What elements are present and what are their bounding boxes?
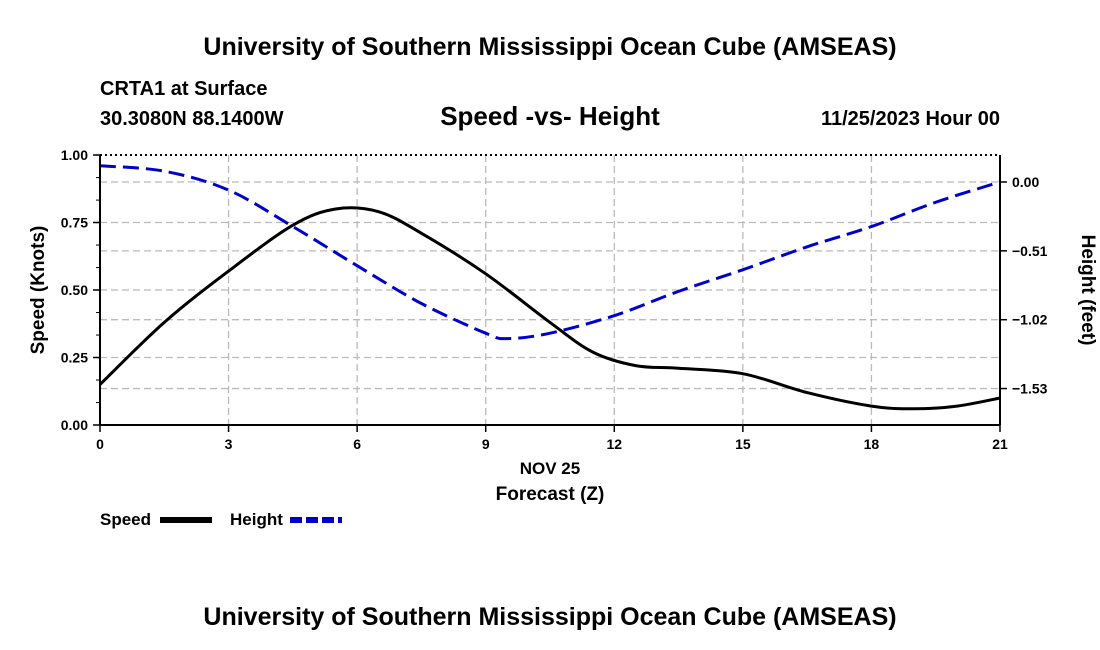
x-axis-date-label: NOV 25 bbox=[520, 459, 580, 478]
y-tick-label: 0.25 bbox=[61, 350, 88, 366]
series-lines bbox=[98, 164, 1001, 411]
y2-tick-label: −0.51 bbox=[1012, 243, 1048, 259]
page-title: University of Southern Mississippi Ocean… bbox=[203, 33, 896, 61]
datetime-label: 11/25/2023 Hour 00 bbox=[821, 108, 1000, 130]
x-tick-label: 9 bbox=[482, 436, 490, 452]
y2-tick-label: −1.02 bbox=[1012, 312, 1048, 328]
y-tick-label: 0.00 bbox=[61, 417, 88, 433]
chart-title: Speed -vs- Height bbox=[440, 101, 660, 131]
x-tick-label: 15 bbox=[735, 436, 751, 452]
legend-speed-label: Speed bbox=[100, 510, 151, 529]
y-axis-label: Speed (Knots) bbox=[28, 226, 49, 355]
y2-tick-label: 0.00 bbox=[1012, 174, 1039, 190]
x-tick-label: 3 bbox=[225, 436, 233, 452]
coordinates-label: 30.3080N 88.1400W bbox=[100, 108, 284, 130]
x-tick-label: 0 bbox=[96, 436, 104, 452]
speed-series-line bbox=[98, 206, 1001, 411]
y2-axis-label: Height (feet) bbox=[1077, 235, 1098, 346]
station-label: CRTA1 at Surface bbox=[100, 78, 267, 100]
grid-lines bbox=[100, 155, 1000, 425]
x-tick-label: 12 bbox=[606, 436, 622, 452]
height-series-line bbox=[99, 164, 1001, 341]
y2-tick-label: −1.53 bbox=[1012, 381, 1048, 397]
x-tick-label: 6 bbox=[353, 436, 361, 452]
legend-height-label: Height bbox=[230, 510, 283, 529]
footer-title: University of Southern Mississippi Ocean… bbox=[203, 603, 896, 631]
y-tick-label: 0.75 bbox=[61, 215, 88, 231]
y-tick-label: 1.00 bbox=[61, 147, 88, 163]
x-tick-label: 21 bbox=[992, 436, 1008, 452]
x-axis-label: Forecast (Z) bbox=[496, 484, 605, 505]
legend: Speed Height bbox=[100, 510, 342, 529]
axes: 0 3 6 9 12 15 18 21 0.00 0.25 0.50 0.75 1.00 0.00 −0.5… bbox=[61, 147, 1048, 452]
x-tick-label: 18 bbox=[864, 436, 880, 452]
y-tick-label: 0.50 bbox=[61, 282, 88, 298]
